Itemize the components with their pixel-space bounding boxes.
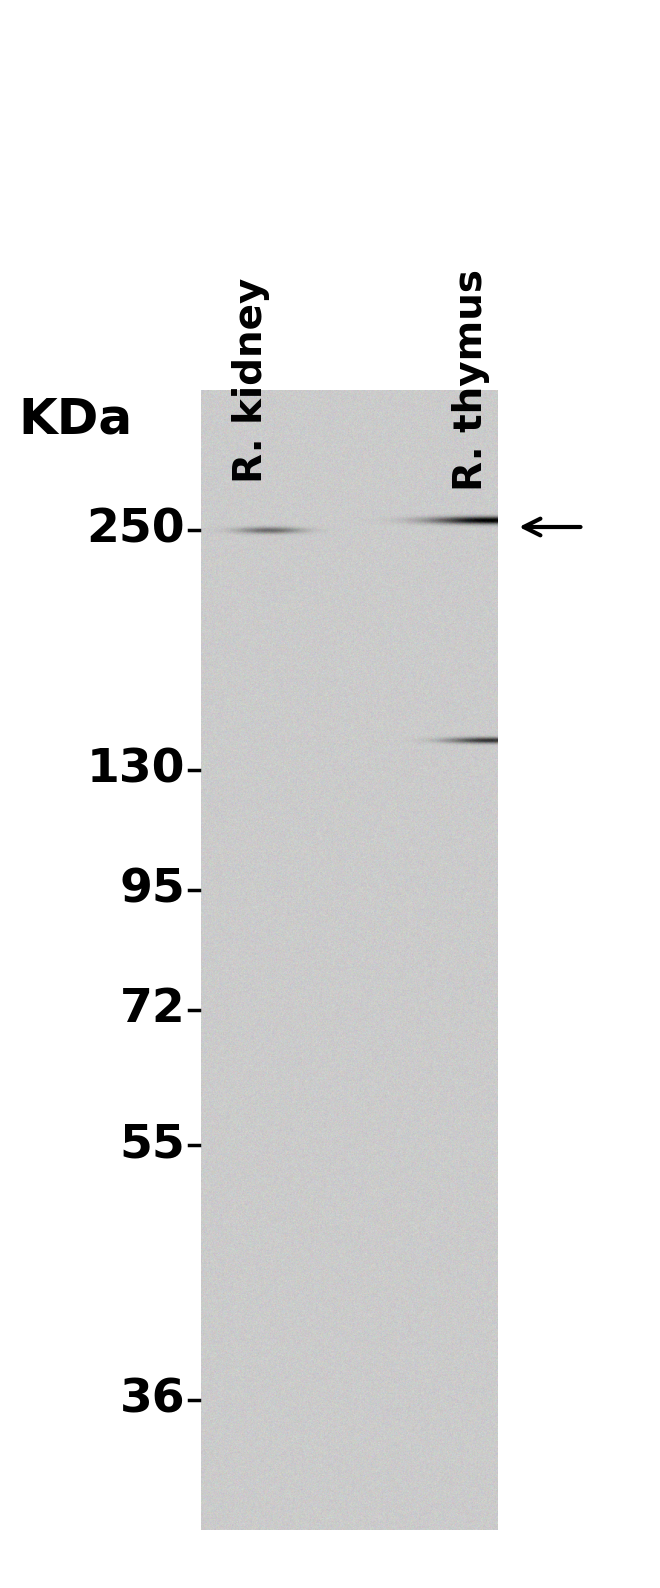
Text: R. thymus: R. thymus xyxy=(452,268,490,491)
Text: 130: 130 xyxy=(87,748,185,792)
Text: KDa: KDa xyxy=(18,395,132,445)
Text: 95: 95 xyxy=(119,867,185,913)
Text: 72: 72 xyxy=(119,988,185,1032)
Text: 250: 250 xyxy=(86,508,185,553)
Text: 36: 36 xyxy=(119,1377,185,1423)
Text: 55: 55 xyxy=(119,1123,185,1167)
Text: R. kidney: R. kidney xyxy=(232,278,270,483)
